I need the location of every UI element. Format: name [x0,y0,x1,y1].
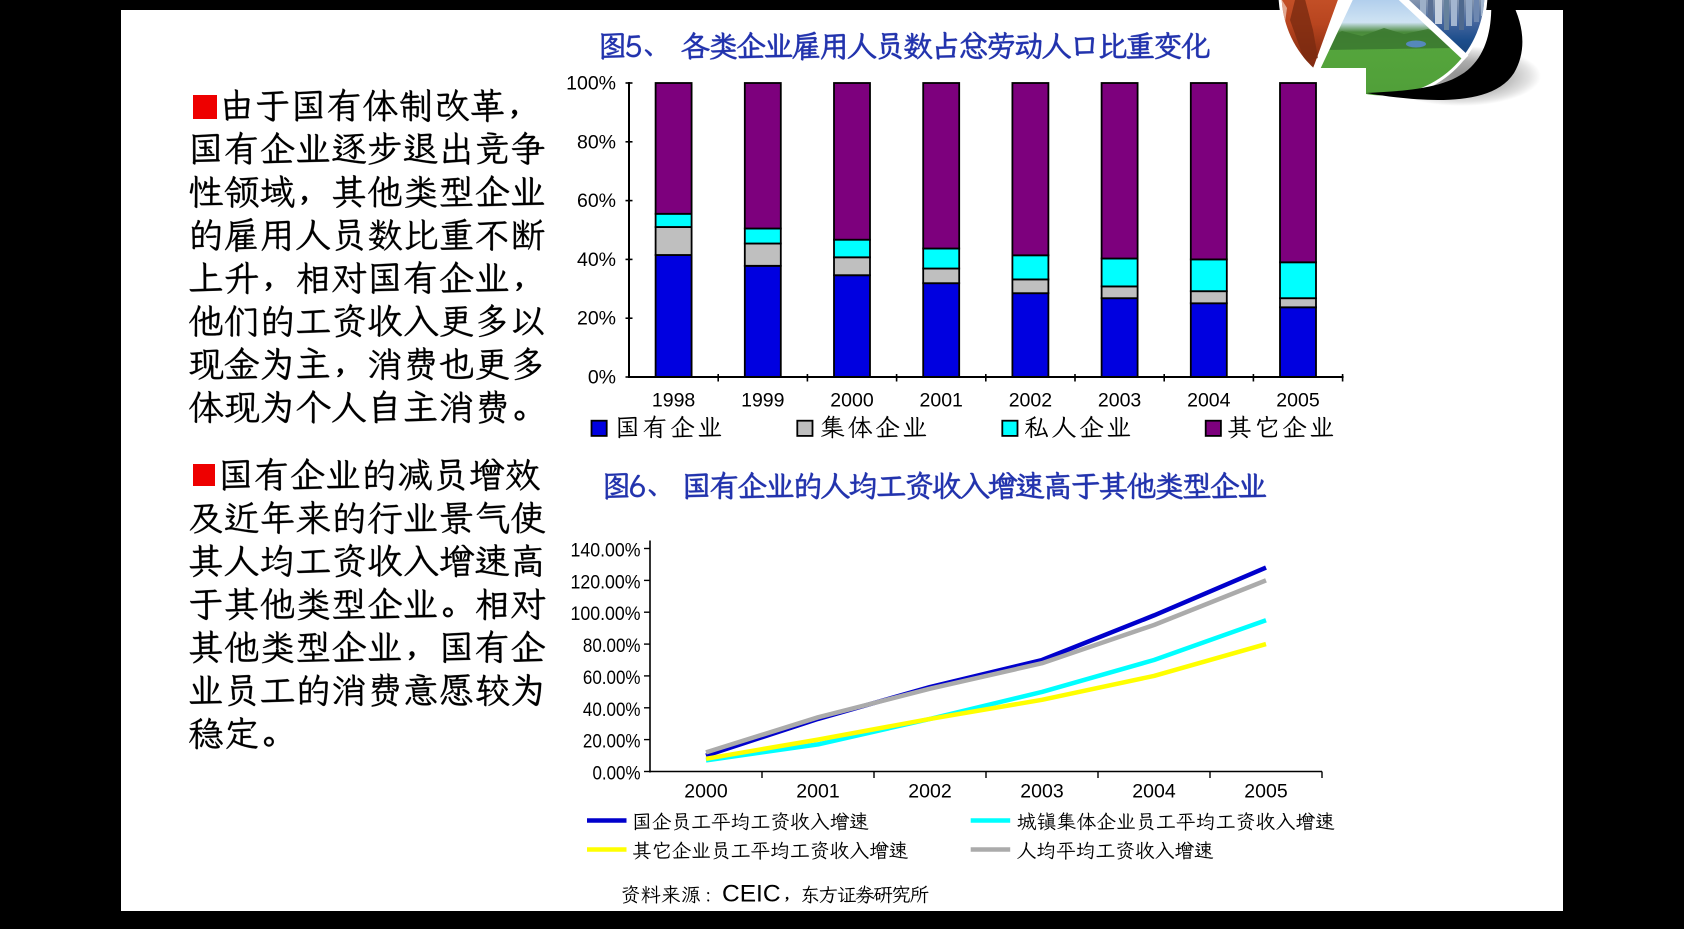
svg-text:100.00%: 100.00% [571,604,641,625]
svg-text:140.00%: 140.00% [571,541,641,562]
svg-text:1998: 1998 [652,390,695,412]
svg-text:40%: 40% [577,249,616,271]
svg-text:2004: 2004 [1132,781,1176,803]
svg-text:80%: 80% [577,131,616,153]
svg-text:2005: 2005 [1244,781,1288,803]
svg-text:100%: 100% [566,73,616,95]
svg-text:2000: 2000 [684,781,728,803]
svg-text:20.00%: 20.00% [583,732,641,753]
svg-text:2004: 2004 [1187,390,1231,412]
svg-text:2002: 2002 [1009,390,1052,412]
svg-text:2005: 2005 [1276,390,1320,412]
svg-text:120.00%: 120.00% [571,572,641,593]
svg-text:0.00%: 0.00% [593,764,641,785]
svg-text:2001: 2001 [920,390,963,412]
svg-text:2002: 2002 [908,781,951,803]
svg-text:20%: 20% [577,308,616,330]
svg-text:2001: 2001 [796,781,839,803]
svg-text:CEIC: CEIC [722,881,781,908]
svg-text:2003: 2003 [1098,390,1141,412]
svg-text:2003: 2003 [1020,781,1063,803]
svg-text:80.00%: 80.00% [583,636,641,657]
svg-text:2000: 2000 [830,390,874,412]
svg-text:1999: 1999 [741,390,784,412]
svg-text:60.00%: 60.00% [583,668,641,689]
svg-text:40.00%: 40.00% [583,700,641,721]
svg-text:0%: 0% [588,367,616,389]
svg-text:60%: 60% [577,190,616,212]
